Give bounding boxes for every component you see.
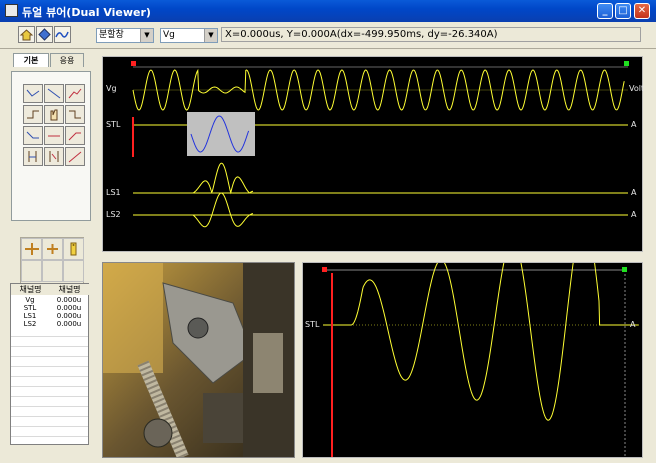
minimize-button[interactable]: _ — [597, 3, 613, 19]
row-divider — [11, 416, 88, 417]
trace-label-stl: STL — [106, 120, 121, 129]
window-title: 듀얼 뷰어(Dual Viewer) — [22, 6, 151, 19]
channel-name: STL — [23, 304, 37, 312]
channel-value: 0.000u — [56, 312, 82, 320]
empty-slot — [42, 260, 63, 282]
channel-value: 0.000u — [56, 304, 82, 312]
channel-name: LS2 — [23, 320, 37, 328]
zoom-scope[interactable]: STL A — [302, 262, 643, 458]
row-divider — [11, 436, 88, 437]
toolbar: 분할창 ▼ Vg ▼ X=0.000us, Y=0.000A(dx=-499.9… — [0, 22, 656, 49]
trace-unit-ls1: A — [631, 188, 637, 197]
vertical-cursor-tool-icon[interactable] — [23, 147, 43, 166]
app-icon — [5, 4, 18, 17]
home-icon[interactable] — [18, 26, 35, 43]
empty-slot — [21, 260, 42, 282]
channel-select-value: Vg — [163, 30, 175, 40]
channel-value: 0.000u — [56, 296, 82, 304]
step-down-tool-icon[interactable] — [65, 105, 85, 124]
zoom-trace-label: STL — [305, 320, 320, 329]
trace-unit-vg: Volt — [629, 84, 645, 93]
info-icon[interactable] — [63, 238, 84, 260]
main-scope-canvas — [131, 61, 629, 228]
trace-unit-stl: A — [631, 120, 637, 129]
zoom-scope-canvas — [322, 263, 639, 457]
cursor-end-marker — [624, 61, 629, 66]
channel-name: Vg — [25, 296, 35, 304]
move-center-icon[interactable] — [42, 238, 63, 260]
flat-line-tool-icon[interactable] — [44, 126, 64, 145]
line-tool-3-icon[interactable] — [65, 84, 85, 103]
ls1-trace — [192, 162, 254, 195]
table-row[interactable]: STL 0.000u — [11, 304, 88, 312]
slope-down-tool-icon[interactable] — [23, 126, 43, 145]
row-divider — [11, 426, 88, 427]
cursor-start-marker — [131, 61, 136, 66]
stl-zoom-trace — [190, 115, 250, 153]
zoom-start-marker — [322, 267, 327, 272]
row-divider — [11, 346, 88, 347]
row-divider — [11, 366, 88, 367]
close-button[interactable]: ✕ — [634, 3, 650, 19]
move-left-right-icon[interactable] — [21, 238, 42, 260]
cursor-readout: X=0.000us, Y=0.000A(dx=-499.950ms, dy=-2… — [221, 27, 641, 42]
view-select-value: 분할창 — [99, 30, 124, 40]
vg-trace — [132, 68, 625, 111]
row-divider — [11, 386, 88, 387]
line-tool-2-icon[interactable] — [44, 84, 64, 103]
maximize-button[interactable]: □ — [615, 3, 631, 19]
view-select[interactable]: 분할창 ▼ — [96, 28, 154, 43]
tab-basic[interactable]: 기본 — [13, 53, 49, 67]
trace-label-ls1: LS1 — [106, 188, 121, 197]
zoom-region — [187, 112, 255, 156]
row-divider — [11, 406, 88, 407]
column-header-value: 채널명 — [50, 284, 89, 295]
cursor-tool-group — [11, 71, 91, 221]
diagonal-tool-icon[interactable] — [65, 147, 85, 166]
hand-tool-icon[interactable] — [44, 105, 64, 124]
trace-label-vg: Vg — [106, 84, 117, 93]
shape-tool-icon[interactable] — [36, 26, 53, 43]
row-divider — [11, 336, 88, 337]
chevron-down-icon: ▼ — [140, 29, 153, 42]
table-row[interactable]: LS2 0.000u — [11, 320, 88, 328]
row-divider — [11, 356, 88, 357]
line-tool-1-icon[interactable] — [23, 84, 43, 103]
step-tool-icon[interactable] — [23, 105, 43, 124]
zoom-trace-unit: A — [630, 320, 636, 329]
trace-label-ls2: LS2 — [106, 210, 121, 219]
tab-advanced[interactable]: 응용 — [50, 53, 84, 67]
channel-select[interactable]: Vg ▼ — [160, 28, 218, 43]
channel-table: 채널명 채널명 Vg 0.000u STL 0.000u LS1 0.000u LS2… — [10, 283, 89, 445]
mechanism-photo — [103, 263, 294, 457]
table-row[interactable]: LS1 0.000u — [11, 312, 88, 320]
ramp-tool-icon[interactable] — [65, 126, 85, 145]
video-frame — [102, 262, 295, 458]
waveform-icon[interactable] — [54, 26, 71, 43]
table-row[interactable]: Vg 0.000u — [11, 296, 88, 304]
title-bar: 듀얼 뷰어(Dual Viewer) _ □ ✕ — [0, 0, 656, 22]
dual-cursor-tool-icon[interactable] — [44, 147, 64, 166]
zoom-end-marker — [622, 267, 627, 272]
left-panel: 기본 응용 채널명 채널명 Vg 0.000u STL 0.000u LS1 0.00… — [0, 49, 98, 463]
channel-name: LS1 — [23, 312, 37, 320]
stl-zoomed-trace — [323, 263, 639, 421]
row-divider — [11, 396, 88, 397]
trace-unit-ls2: A — [631, 210, 637, 219]
main-scope[interactable]: Vg STL LS1 LS2 Volt A A A — [102, 56, 645, 252]
channel-value: 0.000u — [56, 320, 82, 328]
column-header-name: 채널명 — [11, 284, 50, 295]
chevron-down-icon: ▼ — [204, 29, 217, 42]
ls2-trace — [192, 192, 254, 228]
empty-slot — [63, 260, 84, 282]
row-divider — [11, 376, 88, 377]
